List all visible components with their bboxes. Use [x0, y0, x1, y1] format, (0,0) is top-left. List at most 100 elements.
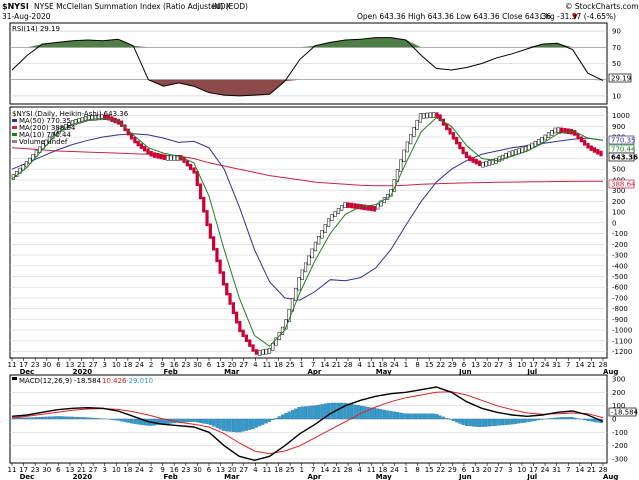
hist-legend-value: -29.010	[126, 377, 153, 385]
macd-histogram-bar	[373, 408, 377, 420]
price-x-day-label: 20	[228, 361, 237, 369]
price-grid	[10, 115, 607, 352]
macd-histogram-bar	[494, 418, 498, 426]
change-value: Chg -31.37 (-4.65%)	[540, 12, 616, 21]
price-tick-label: 900	[612, 123, 625, 131]
candle	[458, 141, 462, 150]
macd-x-day-label: 6	[56, 466, 61, 474]
last-current-label: 643.36	[611, 154, 638, 162]
macd-x-day-label: 14	[320, 466, 329, 474]
candle	[583, 139, 587, 146]
candle	[481, 161, 485, 168]
macd-legend-value: -18.584	[74, 377, 102, 385]
macd-x-day-label: 27	[494, 466, 503, 474]
macd-tick-label: 100	[612, 402, 625, 410]
candle	[415, 119, 419, 130]
rsi-panel: 9070503010 RSI(14) 29.19 29.19	[9, 22, 632, 105]
price-x-day-label: 8	[415, 361, 419, 369]
rsi-tick-label: 10	[612, 92, 621, 100]
macd-x-day-label: 4	[253, 466, 258, 474]
macd-x-day-label: 21	[77, 466, 86, 474]
macd-histogram-bar	[44, 416, 48, 420]
macd-histogram-bar	[231, 418, 235, 432]
price-x-day-label: 2	[149, 361, 153, 369]
candle	[356, 203, 360, 210]
rsi-overbought-fill	[12, 37, 603, 48]
price-x-day-label: 27	[89, 361, 98, 369]
price-x-day-label: 6	[462, 361, 467, 369]
macd-histogram-bar	[34, 417, 38, 420]
macd-histogram-bar	[64, 416, 68, 420]
macd-histogram-bar	[80, 417, 84, 420]
macd-histogram-bar	[563, 417, 567, 420]
macd-x-day-label: 28	[599, 466, 608, 474]
candle	[514, 149, 518, 155]
candle	[530, 142, 534, 149]
price-x-day-label: 23	[181, 361, 190, 369]
macd-x-day-label: 24	[135, 466, 144, 474]
candle	[438, 114, 442, 122]
candle	[474, 158, 478, 165]
price-frame	[9, 106, 608, 359]
macd-histogram-bar	[281, 414, 285, 420]
macd-x-day-label: 9	[160, 466, 164, 474]
macd-histogram-bar	[474, 418, 478, 427]
macd-histogram-bar	[97, 418, 101, 420]
macd-histogram-bar	[455, 418, 459, 423]
price-legend: $NYSI (Daily, Heikin-Ashi) 643.36 MA(50)…	[12, 110, 129, 146]
macd-tick-label: 0	[612, 416, 616, 424]
price-x-day-label: 15	[425, 361, 434, 369]
macd-histogram-bar	[586, 418, 590, 421]
macd-histogram-bar	[136, 418, 140, 425]
candle	[238, 320, 242, 333]
macd-histogram-bar	[435, 414, 439, 420]
macd-histogram-bar	[18, 417, 22, 420]
macd-x-day-label: 23	[181, 466, 190, 474]
macd-histogram-bar	[261, 418, 265, 425]
macd-histogram-bar	[461, 418, 465, 425]
macd-x-month-label: Mar	[224, 473, 240, 480]
price-x-day-label: 28	[344, 361, 353, 369]
macd-x-day-label: 16	[170, 466, 179, 474]
macd-histogram-bar	[537, 418, 541, 421]
price-x-day-label: 18	[378, 361, 387, 369]
macd-tick-label: 200	[612, 389, 625, 397]
macd-histogram-bar	[61, 416, 65, 420]
macd-histogram-bar	[583, 418, 587, 421]
macd-histogram-bar	[267, 418, 272, 422]
candle	[569, 128, 574, 135]
macd-x-day-label: 30	[42, 466, 51, 474]
macd-histogram-bar	[156, 418, 160, 426]
macd-histogram-bar	[445, 418, 449, 420]
candle	[468, 155, 472, 162]
macd-histogram-bar	[310, 405, 314, 420]
candle	[343, 202, 347, 208]
macd-histogram-bar	[432, 413, 436, 420]
macd-histogram-bar	[468, 418, 472, 427]
candle	[399, 159, 403, 172]
macd-histogram-bar	[84, 417, 88, 420]
macd-histogram-bar	[389, 410, 393, 420]
macd-histogram-bar	[533, 418, 537, 421]
macd-histogram-bar	[379, 409, 383, 420]
macd-legend: MACD(12,26,9) -18.584 10.426 -29.010	[12, 377, 153, 385]
price-x-day-label: 14	[320, 361, 329, 369]
macd-x-day-label: 17	[529, 466, 538, 474]
candle	[70, 120, 75, 126]
candle	[136, 140, 140, 147]
price-x-day-label: 1	[404, 361, 408, 369]
macd-histogram-bar	[143, 418, 147, 426]
macd-histogram-bar	[166, 418, 170, 425]
macd-histogram-bar	[510, 418, 515, 425]
rsi-axis: 9070503010	[612, 28, 621, 101]
macd-x-day-label: 11	[367, 466, 376, 474]
candle	[297, 277, 301, 291]
candle	[143, 145, 147, 152]
macd-histogram-bar	[464, 418, 469, 426]
macd-histogram-bar	[126, 418, 130, 423]
candle	[18, 167, 22, 174]
candle	[540, 137, 544, 143]
macd-x-day-label: 18	[123, 466, 132, 474]
candle	[133, 137, 137, 144]
symbol-title: $NYSI	[2, 2, 29, 11]
